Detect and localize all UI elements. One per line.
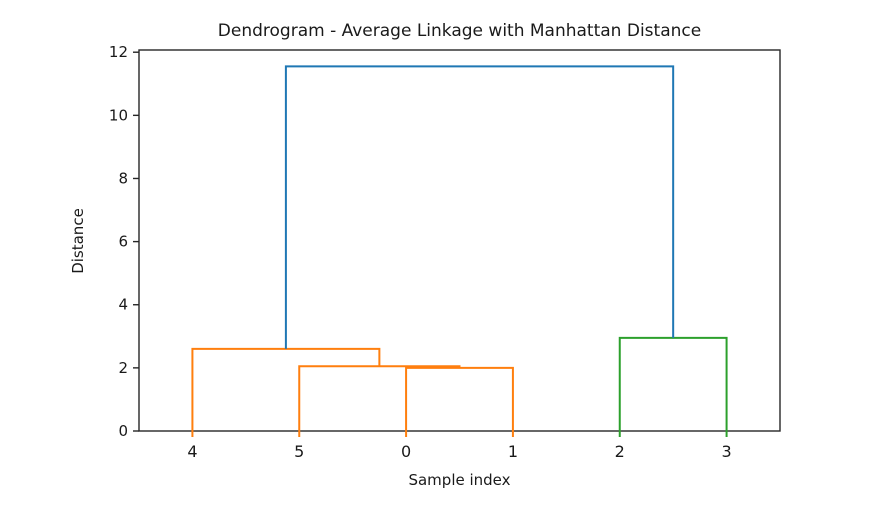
x-tick-label: 4 (187, 442, 197, 461)
dendrogram-link (298, 365, 461, 431)
x-tick-label: 5 (294, 442, 304, 461)
y-tick-label: 12 (109, 43, 128, 61)
axes-frame (138, 49, 781, 432)
x-axis-label: Sample index (408, 471, 511, 489)
y-tick-label: 8 (118, 169, 128, 187)
x-tick-label: 1 (508, 442, 518, 461)
chart-title: Dendrogram - Average Linkage with Manhat… (217, 21, 702, 41)
y-tick-label: 0 (118, 422, 128, 440)
y-tick-label: 6 (118, 233, 128, 251)
x-tick-label: 3 (721, 442, 731, 461)
dendrogram-link (191, 347, 381, 431)
dendrogram-link (284, 65, 675, 349)
y-tick-label: 2 (118, 359, 128, 377)
x-tick-label: 0 (401, 442, 411, 461)
x-tick-label: 2 (615, 442, 625, 461)
dendrogram-link (405, 366, 514, 431)
y-tick-label: 10 (109, 106, 128, 124)
y-tick-label: 4 (118, 296, 128, 314)
dendrogram-link (618, 336, 728, 431)
